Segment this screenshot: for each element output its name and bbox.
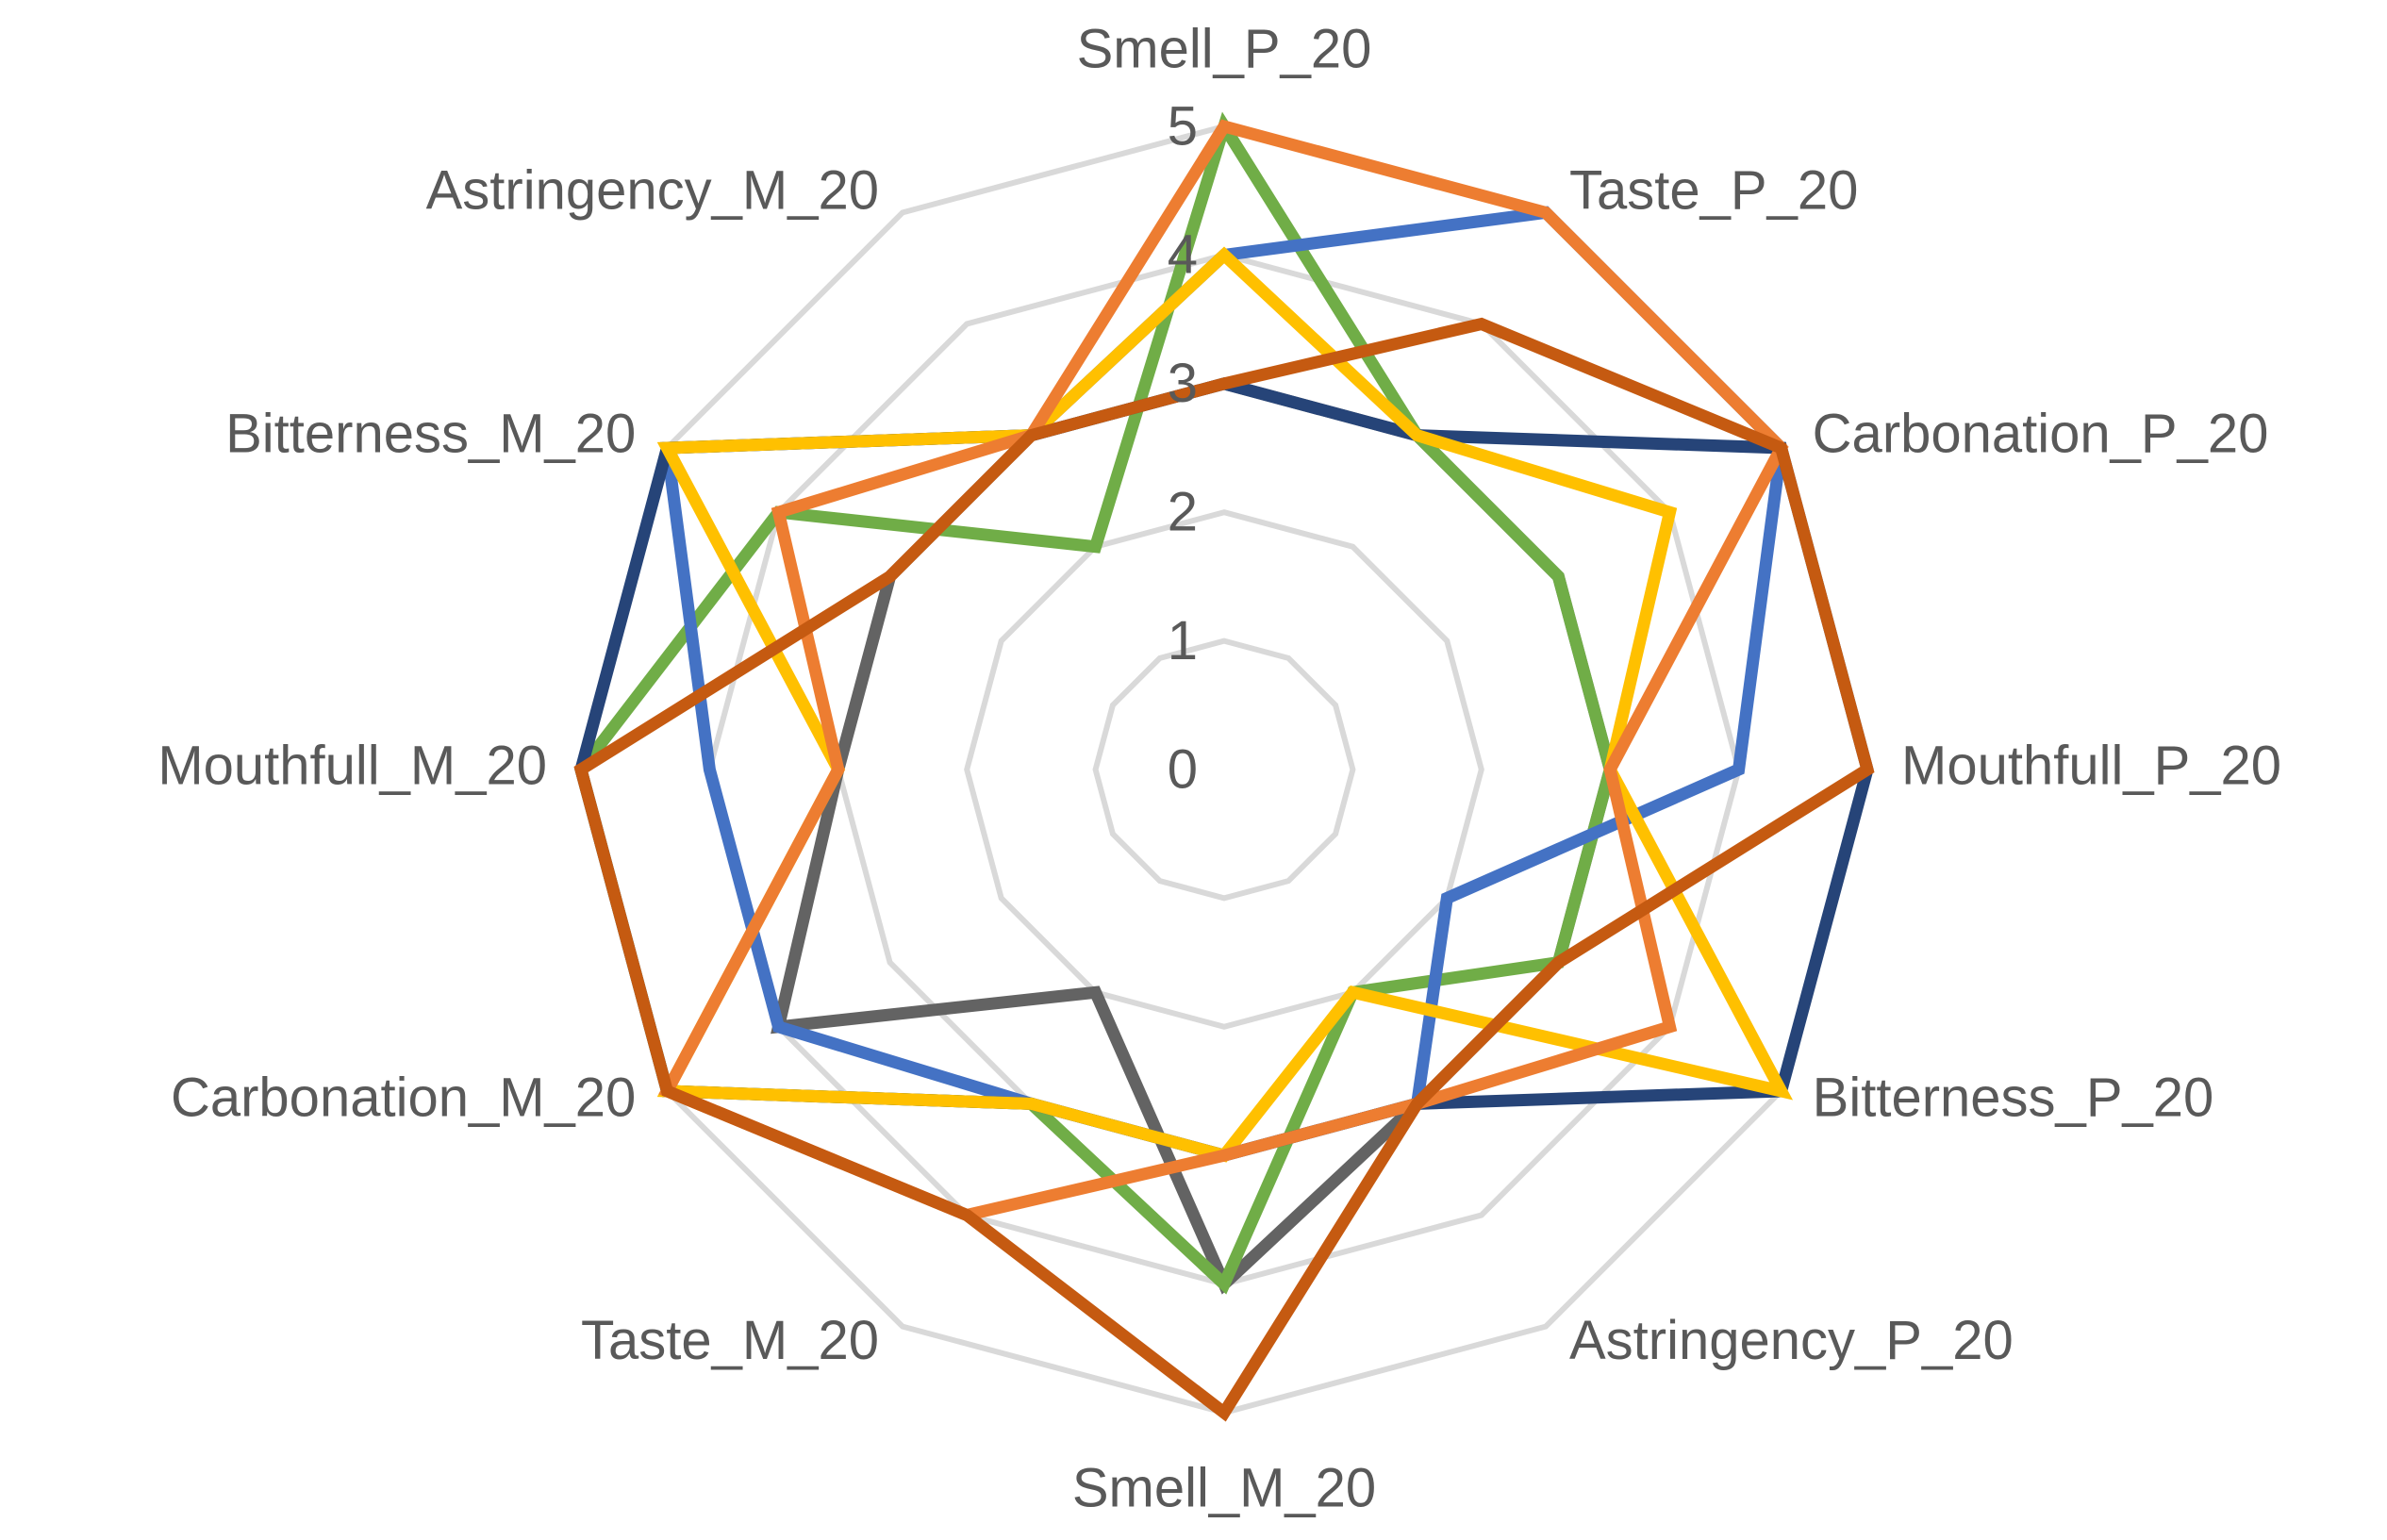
y-tick-label: 0 bbox=[1168, 738, 1198, 800]
category-label: Carbonation_M_20 bbox=[171, 1067, 636, 1128]
category-label: Smell_M_20 bbox=[1072, 1457, 1376, 1518]
series-line bbox=[573, 111, 1616, 1295]
category-label: Bitterness_M_20 bbox=[225, 403, 636, 464]
category-label: Taste_M_20 bbox=[581, 1310, 879, 1371]
category-label: Smell_P_20 bbox=[1077, 18, 1372, 79]
category-label: Bitterness_P_20 bbox=[1813, 1067, 2214, 1128]
category-label: Astringency_P_20 bbox=[1569, 1310, 2014, 1371]
series-line bbox=[574, 377, 1874, 1162]
y-tick-label: 3 bbox=[1168, 353, 1198, 414]
category-label: Mouthfull_M_20 bbox=[157, 735, 547, 796]
series-line bbox=[660, 206, 1788, 1162]
y-tick-label: 4 bbox=[1168, 224, 1198, 286]
y-tick-label: 2 bbox=[1168, 482, 1198, 543]
category-label: Astringency_M_20 bbox=[426, 160, 879, 222]
grid-line bbox=[706, 252, 1742, 1287]
y-tick-label: 1 bbox=[1168, 610, 1198, 671]
category-label: Mouthfull_P_20 bbox=[1901, 735, 2281, 796]
y-tick-label: 5 bbox=[1168, 95, 1198, 157]
grid-line bbox=[964, 509, 1484, 1030]
grid-line bbox=[577, 123, 1871, 1416]
category-label: Carbonation_P_20 bbox=[1813, 403, 2269, 464]
series-line bbox=[573, 317, 1875, 1422]
grid-line bbox=[835, 380, 1614, 1159]
grid-line bbox=[1092, 638, 1356, 902]
category-label: Taste_P_20 bbox=[1569, 160, 1858, 222]
